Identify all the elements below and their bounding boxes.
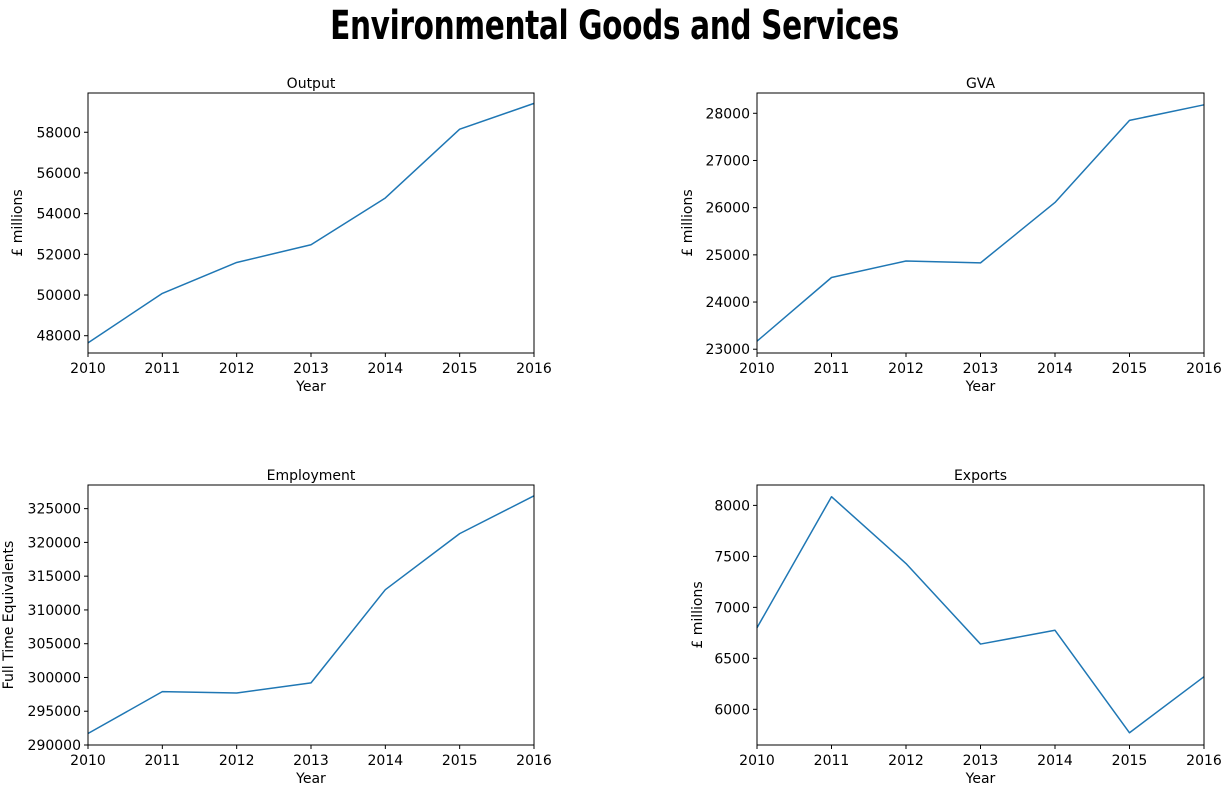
series-line (87, 102, 535, 344)
x-tick-label: 2011 (145, 753, 181, 769)
series-line (87, 495, 535, 735)
x-tick-label: 2015 (442, 361, 478, 377)
x-tick-label: 2016 (1186, 361, 1222, 377)
data-point (384, 588, 387, 591)
x-tick-label: 2012 (888, 753, 924, 769)
x-axis-label: Year (965, 379, 996, 395)
data-point (830, 276, 833, 279)
x-tick-label: 2011 (814, 753, 850, 769)
x-tick-label: 2012 (888, 361, 924, 377)
y-axis-label: £ millions (690, 581, 706, 648)
x-tick-label: 2014 (368, 361, 404, 377)
x-tick-label: 2015 (442, 753, 478, 769)
data-point (1054, 629, 1057, 632)
data-point (161, 690, 164, 693)
y-tick-label: 300000 (28, 670, 81, 686)
x-tick-label: 2014 (1037, 361, 1073, 377)
y-tick-label: 325000 (28, 502, 81, 518)
x-tick-label: 2014 (1037, 753, 1073, 769)
x-tick-label: 2010 (70, 361, 106, 377)
data-point (1128, 119, 1131, 122)
x-tick-label: 2012 (219, 753, 255, 769)
y-tick-label: 58000 (36, 125, 81, 141)
y-tick-label: 310000 (28, 603, 81, 619)
data-point (905, 259, 908, 262)
x-tick-label: 2012 (219, 361, 255, 377)
y-tick-label: 54000 (36, 207, 81, 223)
x-tick-label: 2014 (368, 753, 404, 769)
data-point (458, 532, 461, 535)
plot-title: GVA (966, 76, 996, 92)
page-title: Environmental Goods and Services (330, 3, 899, 49)
data-point (1054, 201, 1057, 204)
y-tick-label: 320000 (28, 535, 81, 551)
y-tick-label: 26000 (705, 201, 750, 217)
x-tick-label: 2016 (516, 753, 552, 769)
data-point (310, 681, 313, 684)
plot-title: Output (287, 76, 336, 92)
plot-frame (87, 484, 535, 746)
y-tick-label: 6000 (714, 702, 750, 718)
x-axis-label: Year (295, 379, 326, 395)
x-tick-label: 2011 (814, 361, 850, 377)
data-point (830, 495, 833, 498)
x-tick-label: 2013 (293, 361, 329, 377)
plot-frame (87, 92, 535, 354)
plot-frame (756, 484, 1205, 746)
x-tick-label: 2011 (145, 361, 181, 377)
y-tick-label: 315000 (28, 569, 81, 585)
y-tick-label: 290000 (28, 738, 81, 754)
x-axis-label: Year (965, 771, 996, 787)
y-tick-label: 52000 (36, 247, 81, 263)
data-point (905, 562, 908, 565)
x-tick-label: 2010 (739, 753, 775, 769)
y-axis-label: £ millions (680, 189, 696, 256)
x-tick-label: 2013 (963, 753, 999, 769)
data-point (235, 261, 238, 264)
data-point (1128, 731, 1131, 734)
data-point (310, 243, 313, 246)
y-tick-label: 8000 (714, 498, 750, 514)
y-tick-label: 24000 (705, 295, 750, 311)
plot-title: Employment (267, 468, 356, 484)
y-tick-label: 48000 (36, 329, 81, 345)
data-point (384, 196, 387, 199)
data-point (161, 292, 164, 295)
y-tick-label: 305000 (28, 637, 81, 653)
data-point (458, 128, 461, 131)
x-tick-label: 2015 (1112, 361, 1148, 377)
plot-title: Exports (954, 468, 1007, 484)
y-tick-label: 25000 (705, 248, 750, 264)
x-tick-label: 2010 (70, 753, 106, 769)
x-tick-label: 2016 (516, 361, 552, 377)
y-tick-label: 27000 (705, 153, 750, 169)
x-tick-label: 2010 (739, 361, 775, 377)
x-tick-label: 2016 (1186, 753, 1222, 769)
y-tick-label: 7000 (714, 600, 750, 616)
x-tick-label: 2015 (1112, 753, 1148, 769)
data-point (979, 261, 982, 264)
y-tick-label: 295000 (28, 704, 81, 720)
y-tick-label: 23000 (705, 342, 750, 358)
x-axis-label: Year (295, 771, 326, 787)
y-tick-label: 50000 (36, 288, 81, 304)
y-tick-label: 6500 (714, 651, 750, 667)
y-tick-label: 28000 (705, 106, 750, 122)
x-tick-label: 2013 (293, 753, 329, 769)
y-axis-label: £ millions (10, 189, 26, 256)
y-tick-label: 7500 (714, 549, 750, 565)
series-line (756, 104, 1205, 342)
x-tick-label: 2013 (963, 361, 999, 377)
data-point (235, 692, 238, 695)
y-tick-label: 56000 (36, 166, 81, 182)
data-point (979, 643, 982, 646)
series-line (756, 495, 1205, 734)
y-axis-label: Full Time Equivalents (1, 541, 17, 690)
plot-frame (756, 92, 1205, 354)
